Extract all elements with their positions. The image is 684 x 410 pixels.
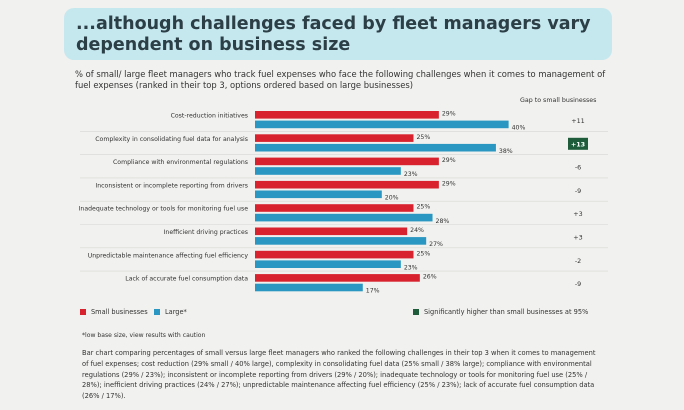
gap-column-header: Gap to small businesses bbox=[520, 97, 597, 104]
value-label-large: 23% bbox=[404, 171, 418, 178]
chart-subtitle: % of small/ large fleet managers who tra… bbox=[75, 69, 606, 90]
value-label-large: 23% bbox=[404, 264, 418, 271]
bar-large bbox=[255, 167, 401, 175]
category-label: Lack of accurate fuel consumption data bbox=[125, 276, 248, 283]
value-label-large: 40% bbox=[512, 125, 526, 132]
legend-large: Large* bbox=[154, 308, 187, 316]
value-label-small: 26% bbox=[423, 274, 437, 281]
bar-small bbox=[255, 111, 439, 119]
category-label: Cost-reduction initiatives bbox=[171, 113, 248, 120]
bar-small bbox=[255, 274, 420, 282]
bar-small bbox=[255, 250, 414, 259]
value-label-small: 25% bbox=[417, 134, 431, 141]
chart-description: Bar chart comparing percentages of small… bbox=[82, 349, 596, 401]
legend-swatch-significant bbox=[413, 309, 419, 315]
value-label-large: 28% bbox=[436, 218, 450, 225]
legend-label-significant: Significantly higher than small business… bbox=[424, 308, 589, 316]
legend-label-small: Small businesses bbox=[91, 308, 148, 316]
value-label-small: 24% bbox=[410, 227, 424, 234]
gap-value: -9 bbox=[575, 187, 581, 195]
value-label-large: 17% bbox=[366, 288, 380, 295]
legend-swatch-large bbox=[154, 309, 160, 315]
value-label-large: 27% bbox=[429, 241, 443, 248]
legend-label-large: Large* bbox=[165, 308, 187, 316]
gap-value: +3 bbox=[573, 234, 582, 242]
category-label: Inefficient driving practices bbox=[164, 229, 248, 236]
bar-small bbox=[255, 180, 439, 189]
category-label: Complexity in consolidating fuel data fo… bbox=[95, 136, 248, 143]
gap-value: +3 bbox=[573, 210, 582, 218]
page-title: ...although challenges faced by fleet ma… bbox=[76, 14, 591, 55]
bar-large bbox=[255, 190, 382, 199]
bar-large bbox=[255, 120, 509, 129]
gap-value: +11 bbox=[571, 117, 585, 125]
value-label-large: 20% bbox=[385, 195, 399, 202]
legend-significant: Significantly higher than small business… bbox=[413, 308, 588, 316]
value-label-small: 25% bbox=[417, 204, 431, 211]
gap-value: -6 bbox=[575, 164, 581, 172]
bar-large bbox=[255, 260, 401, 268]
gap-value: +13 bbox=[571, 140, 585, 148]
bar-small bbox=[255, 204, 414, 212]
bar-small bbox=[255, 134, 414, 142]
category-label: Compliance with environmental regulation… bbox=[113, 159, 248, 166]
gap-significant-badge bbox=[568, 137, 588, 150]
legend-small: Small businesses bbox=[80, 308, 148, 316]
category-label: Inadequate technology or tools for monit… bbox=[79, 206, 249, 213]
value-label-small: 29% bbox=[442, 157, 456, 164]
title-banner: ...although challenges faced by fleet ma… bbox=[64, 8, 612, 60]
bar-small bbox=[255, 157, 439, 166]
legend-swatch-small bbox=[80, 309, 86, 315]
value-label-small: 29% bbox=[442, 180, 456, 187]
footnote: *low base size, view results with cautio… bbox=[82, 332, 206, 339]
bar-large bbox=[255, 237, 427, 245]
bar-large bbox=[255, 143, 496, 152]
bar-large bbox=[255, 283, 363, 292]
bar-small bbox=[255, 227, 408, 236]
gap-value: -9 bbox=[575, 280, 581, 288]
gap-value: -2 bbox=[575, 257, 581, 265]
value-label-small: 25% bbox=[417, 250, 431, 257]
bar-large bbox=[255, 213, 433, 222]
category-label: Unpredictable maintenance affecting fuel… bbox=[88, 252, 249, 259]
value-label-small: 29% bbox=[442, 111, 456, 118]
value-label-large: 38% bbox=[499, 148, 513, 155]
category-label: Inconsistent or incomplete reporting fro… bbox=[95, 182, 248, 189]
